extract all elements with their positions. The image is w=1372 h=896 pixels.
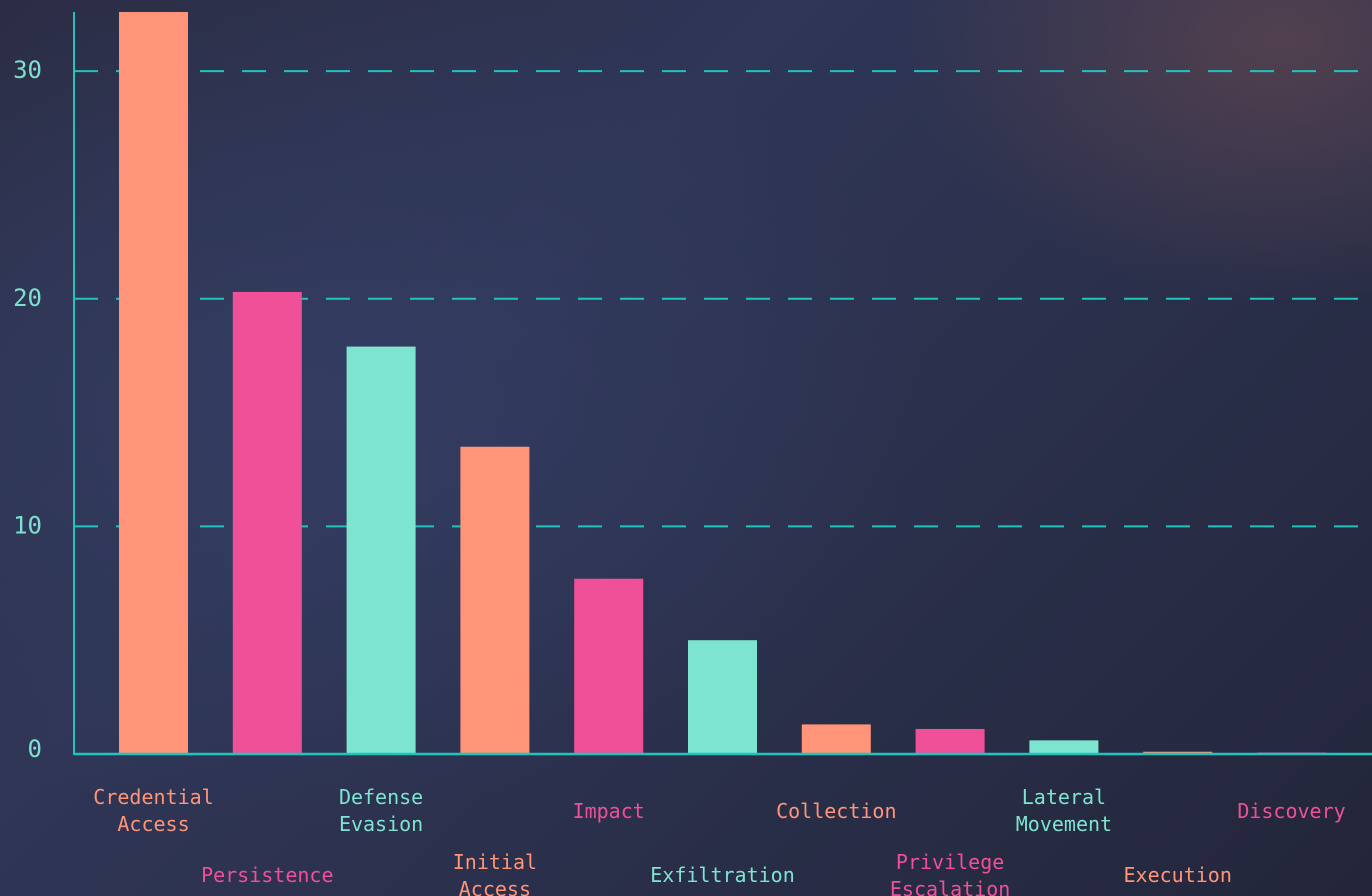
bars <box>119 12 1326 754</box>
y-tick-label: 30 <box>13 56 42 84</box>
x-category-label-line: Lateral <box>1022 785 1106 809</box>
bar <box>346 346 416 754</box>
y-tick-label: 20 <box>13 284 42 312</box>
x-category-label: Lateral Movement <box>1016 785 1112 836</box>
x-category-label: Defense Evasion <box>339 785 423 836</box>
x-category-labels: Credential Access Persistence Defense Evasio… <box>93 785 1345 896</box>
bar <box>119 12 188 754</box>
x-category-label-line: Access <box>117 812 189 836</box>
x-category-label: Exfiltration <box>650 863 795 887</box>
x-category-label: Collection <box>776 799 896 823</box>
x-category-label-line: Access <box>459 877 531 896</box>
bar <box>688 640 757 754</box>
x-category-label-line: Movement <box>1016 812 1112 836</box>
y-tick-labels: 0 10 20 30 <box>13 56 42 763</box>
x-category-label-line: Persistence <box>201 863 333 887</box>
bar <box>574 578 644 754</box>
x-category-label-line: Initial <box>453 850 537 874</box>
x-category-label-line: Execution <box>1124 863 1232 887</box>
x-category-label-line: Defense <box>339 785 423 809</box>
y-tick-label: 0 <box>28 735 42 763</box>
x-category-label: Execution <box>1124 863 1232 887</box>
bar <box>460 446 530 754</box>
x-category-label-line: Escalation <box>890 877 1010 896</box>
bar <box>1029 740 1099 754</box>
bar <box>232 291 302 754</box>
x-category-label: Discovery <box>1237 799 1345 823</box>
axes <box>73 12 1372 756</box>
x-category-label: Credential Access <box>93 785 213 836</box>
x-category-label-line: Evasion <box>339 812 423 836</box>
bar <box>915 728 985 754</box>
y-tick-label: 10 <box>13 511 42 539</box>
x-category-label-line: Privilege <box>896 850 1004 874</box>
x-category-label-line: Collection <box>776 799 896 823</box>
x-category-label-line: Discovery <box>1237 799 1345 823</box>
x-category-label: Impact <box>573 799 645 823</box>
x-category-label-line: Credential <box>93 785 213 809</box>
x-category-label-line: Impact <box>573 799 645 823</box>
bar <box>801 724 871 754</box>
x-category-label: Privilege Escalation <box>890 850 1010 896</box>
x-category-label: Persistence <box>201 863 333 887</box>
x-category-label-line: Exfiltration <box>650 863 795 887</box>
x-category-label: Initial Access <box>453 850 537 896</box>
